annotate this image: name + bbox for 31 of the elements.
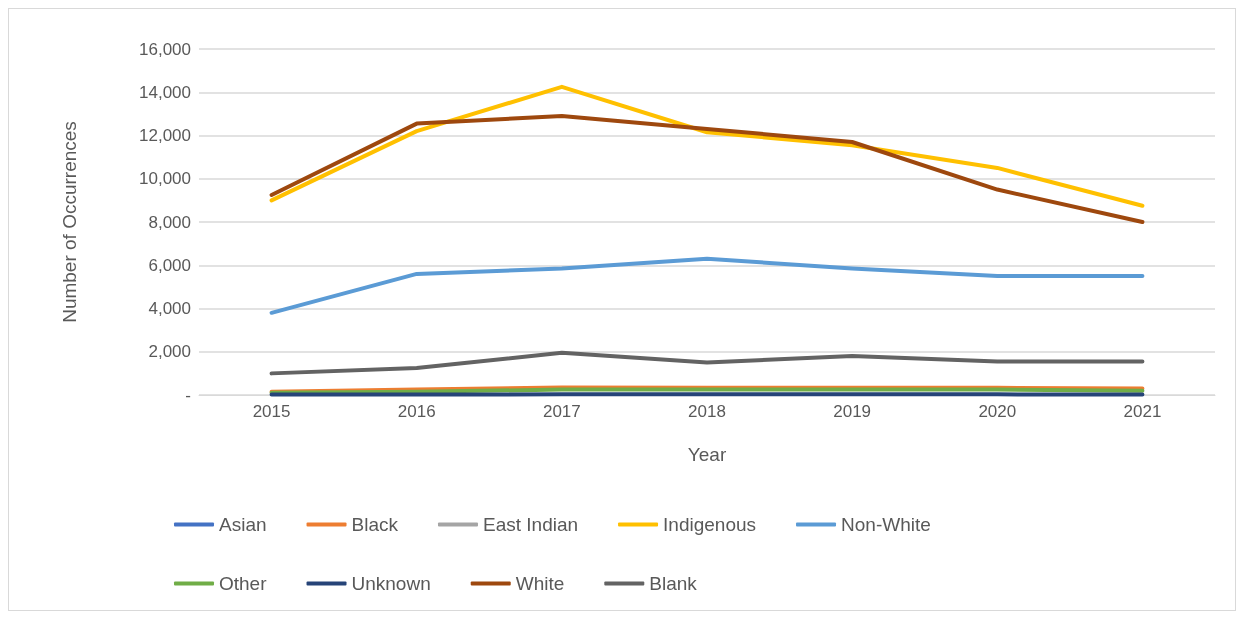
y-tick-label: 14,000 — [139, 82, 191, 102]
y-tick-label: 6,000 — [148, 255, 191, 275]
x-tick-label: 2019 — [833, 402, 872, 421]
legend-label: Asian — [219, 514, 267, 535]
line-series — [269, 350, 1145, 376]
legend-label: Other — [219, 573, 268, 594]
x-axis-title: Year — [687, 444, 727, 465]
line-series — [269, 114, 1145, 224]
x-tick-label: 2020 — [978, 402, 1017, 421]
y-tick-label: 8,000 — [148, 212, 191, 232]
legend-label: Black — [351, 514, 399, 535]
x-tick-label: 2017 — [542, 402, 581, 421]
y-tick-label: 4,000 — [148, 299, 191, 318]
x-tick-label: 2021 — [1123, 402, 1162, 421]
legend-label: Unknown — [351, 573, 431, 594]
legend-label: Indigenous — [663, 514, 757, 535]
legend-label: White — [515, 573, 565, 594]
x-tick-label: 2016 — [397, 402, 436, 421]
legend-label: East Indian — [482, 514, 579, 535]
y-tick-label: 12,000 — [139, 126, 191, 145]
y-tick-label: 10,000 — [139, 169, 191, 189]
x-tick-label: 2015 — [252, 402, 291, 421]
legend-label: Non-White — [841, 514, 931, 535]
y-tick-label: 16,000 — [139, 39, 191, 59]
y-tick-label: - — [185, 385, 191, 405]
line-series — [269, 256, 1145, 315]
y-axis-title: Number of Occurrences — [59, 121, 80, 323]
x-tick-label: 2018 — [688, 402, 726, 421]
legend-label: Blank — [649, 573, 698, 594]
line-series — [269, 84, 1145, 208]
y-tick-label: 2,000 — [148, 342, 191, 362]
